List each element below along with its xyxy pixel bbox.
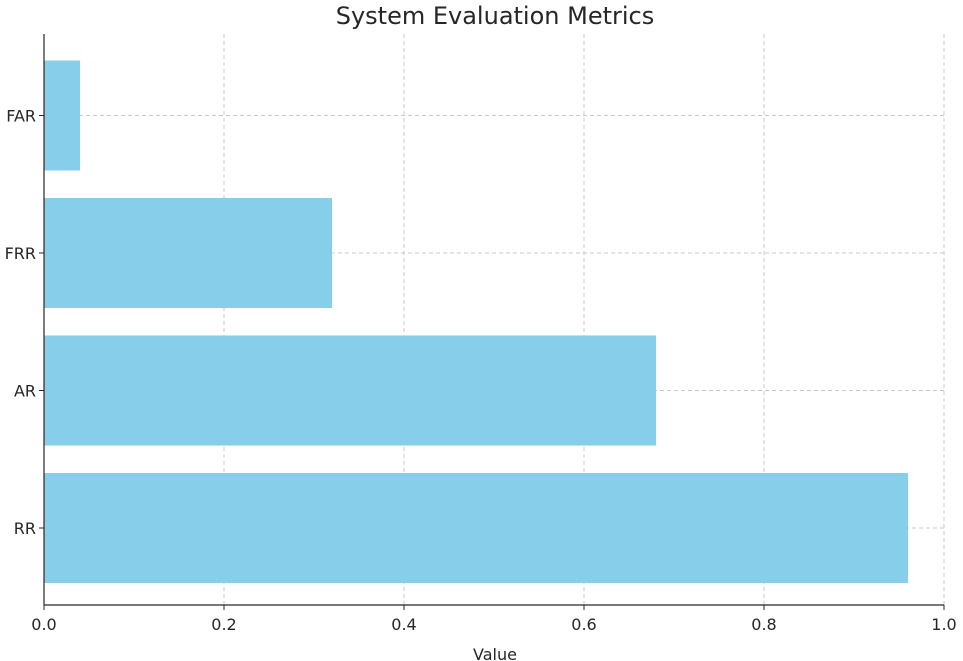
x-tick-label: 1.0: [931, 615, 956, 634]
bar-far: [44, 60, 80, 171]
bar-rr: [44, 473, 908, 583]
y-tick-label: RR: [14, 519, 36, 538]
x-tick-labels: 0.0 0.2 0.4 0.6 0.8 1.0: [31, 615, 956, 634]
x-tick-label: 0.6: [571, 615, 596, 634]
x-tick-label: 0.0: [31, 615, 56, 634]
y-tick-label: FRR: [5, 244, 36, 263]
axes: [39, 34, 945, 610]
y-tick-label: FAR: [6, 107, 36, 126]
x-axis-label: Value: [473, 645, 517, 661]
bar-ar: [44, 335, 656, 446]
bar-frr: [44, 198, 332, 308]
x-tick-label: 0.8: [751, 615, 776, 634]
bars: [44, 60, 908, 583]
y-tick-labels: RR AR FRR FAR: [5, 107, 36, 539]
y-tick-label: AR: [14, 382, 36, 401]
x-tick-label: 0.2: [211, 615, 236, 634]
x-tick-label: 0.4: [391, 615, 416, 634]
chart-title: System Evaluation Metrics: [336, 2, 655, 30]
